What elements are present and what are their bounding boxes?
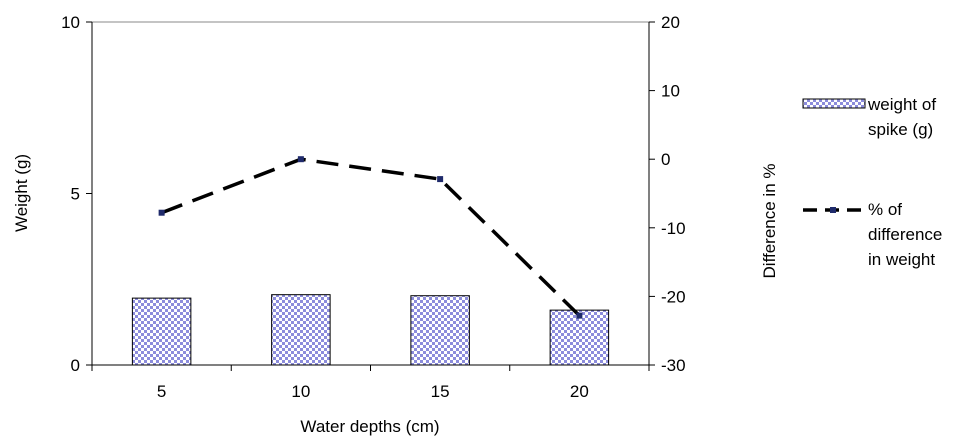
x-tick-label: 10 [291, 382, 310, 401]
legend-line-label-line-1: % of [868, 200, 902, 219]
legend-line-label-line-3: in weight [868, 250, 935, 269]
legend-bar-swatch [802, 98, 866, 109]
y-axis-title: Weight (g) [12, 154, 31, 232]
y-tick-label: 0 [71, 356, 80, 375]
bar-20 [549, 309, 610, 366]
y2-tick-label: -20 [661, 287, 686, 306]
line-point-15 [437, 176, 444, 183]
line-point-10 [297, 156, 304, 163]
difference-line [160, 157, 581, 317]
x-axis-title: Water depths (cm) [300, 417, 439, 436]
legend-bar-label-line-2: spike (g) [868, 120, 933, 139]
y-tick-label: 10 [61, 13, 80, 32]
bar-5 [131, 297, 192, 366]
y2-tick-label: 0 [661, 150, 670, 169]
legend-line-marker [830, 207, 836, 213]
x-tick-label: 5 [157, 382, 166, 401]
y-tick-label: 5 [71, 185, 80, 204]
legend-line-label-line-2: difference [868, 225, 942, 244]
bar-15 [410, 295, 470, 366]
legend: weight of spike (g) % of difference in w… [802, 95, 942, 269]
y2-tick-label: -30 [661, 356, 686, 375]
x-tick-label: 20 [570, 382, 589, 401]
y2-axis-title: Difference in % [760, 164, 779, 279]
y2-tick-label: 10 [661, 82, 680, 101]
y2-tick-label: -10 [661, 219, 686, 238]
line-point-5 [158, 209, 165, 216]
x-tick-label: 15 [431, 382, 450, 401]
line-point-20 [576, 312, 583, 319]
legend-bar-label-line-1: weight of [867, 95, 936, 114]
y2-tick-label: 20 [661, 13, 680, 32]
bar-10 [271, 294, 331, 366]
